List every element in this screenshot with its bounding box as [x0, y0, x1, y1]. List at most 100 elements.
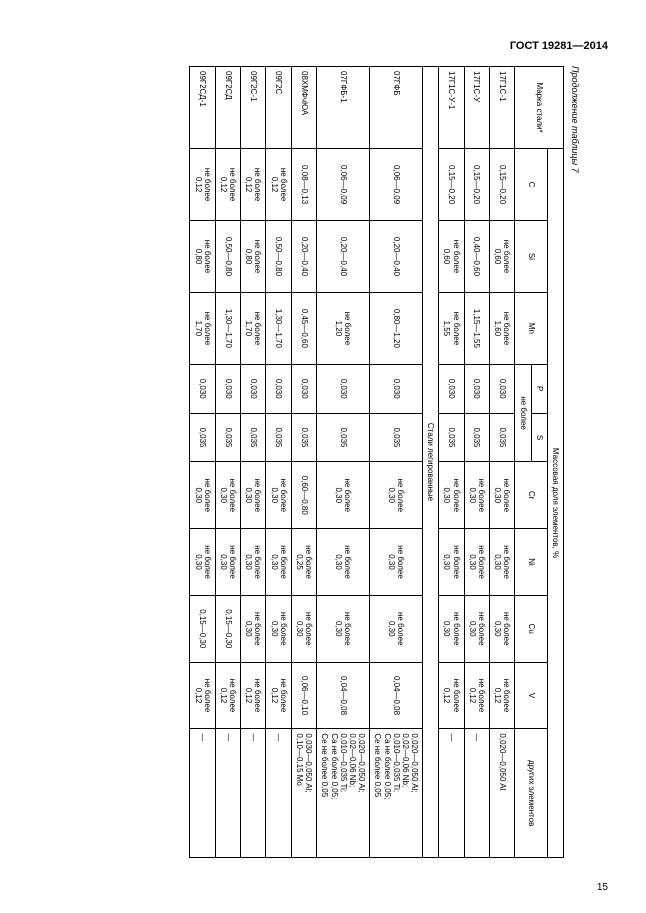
cell-si: 0,20—0,40	[291, 221, 316, 293]
cell-cr: 0,60—0,80	[291, 462, 316, 529]
rotated-content: Продолжение таблицы 7 Марка стали* Массо…	[56, 66, 580, 858]
cell-other: 0,030—0,050 Al;0,10—0,15 Mo	[291, 729, 316, 858]
col-grade: Марка стали*	[515, 67, 564, 149]
cell-p: 0,030	[190, 364, 215, 413]
cell-cu: 0,15—0,30	[215, 595, 240, 662]
cell-ni: не более0,30	[464, 529, 489, 596]
section-title: Стали легированные	[423, 67, 439, 858]
cell-other: —	[439, 729, 464, 858]
cell-si: не более0,80	[190, 221, 215, 293]
cell-cr: не более0,30	[490, 462, 515, 529]
cell-v: не более0,12	[190, 662, 215, 729]
col-cr: Cr	[515, 462, 547, 529]
cell-v: 0,04—0,08	[370, 662, 423, 729]
cell-cu: не более0,30	[490, 595, 515, 662]
table-row: 09Г2С-1не более0,12не более0,80не более1…	[241, 67, 266, 858]
cell-si: не более0,60	[490, 221, 515, 293]
cell-cu: не более0,30	[370, 595, 423, 662]
cell-grade: 07ГФБ-1	[317, 67, 370, 149]
cell-p: 0,030	[291, 364, 316, 413]
cell-mn: не более1,70	[190, 292, 215, 364]
table-row: 09Г2Сне более0,120,50—0,801,30—1,700,030…	[266, 67, 291, 858]
table-header-row-1: Марка стали* Массовая доля элементов, %	[547, 67, 563, 858]
cell-c: 0,08—0,13	[291, 149, 316, 221]
cell-ni: не более0,30	[370, 529, 423, 596]
cell-c: не более0,12	[190, 149, 215, 221]
col-mass-fraction: Массовая доля элементов, %	[547, 149, 563, 858]
cell-p: 0,030	[215, 364, 240, 413]
cell-ni: не более0,30	[439, 529, 464, 596]
cell-c: 0,15—0,20	[439, 149, 464, 221]
table-header-row-2: C Si Mn P S Cr Ni Cu V других элементов	[531, 67, 547, 858]
cell-p: 0,030	[490, 364, 515, 413]
cell-cu: не более0,30	[464, 595, 489, 662]
cell-v: не более0,12	[266, 662, 291, 729]
cell-si: 0,40—0,60	[464, 221, 489, 293]
cell-s: 0,035	[190, 413, 215, 462]
cell-s: 0,035	[370, 413, 423, 462]
cell-c: 0,06—0,09	[317, 149, 370, 221]
cell-mn: не более1,70	[241, 292, 266, 364]
cell-other: —	[241, 729, 266, 858]
cell-other: —	[266, 729, 291, 858]
cell-ni: не более0,25	[291, 529, 316, 596]
col-cu: Cu	[515, 595, 547, 662]
cell-si: 0,50—0,80	[266, 221, 291, 293]
cell-p: 0,030	[317, 364, 370, 413]
table-row: 17Г1С-10,15—0,20не более0,60не более1,60…	[490, 67, 515, 858]
cell-c: 0,06—0,09	[370, 149, 423, 221]
page-number: 15	[597, 882, 608, 893]
cell-mn: 0,45—0,60	[291, 292, 316, 364]
cell-mn: 1,15—1,55	[464, 292, 489, 364]
table-row: 17Г1С-У-10,15—0,20не более0,60не более1,…	[439, 67, 464, 858]
cell-cr: не более0,30	[190, 462, 215, 529]
cell-mn: не более1,55	[439, 292, 464, 364]
page: ГОСТ 19281—2014 Продолжение таблицы 7 Ма…	[0, 0, 646, 913]
cell-s: 0,035	[266, 413, 291, 462]
col-not-more: не более	[515, 364, 531, 462]
cell-other: —	[464, 729, 489, 858]
cell-cu: не более0,30	[241, 595, 266, 662]
cell-c: не более0,12	[241, 149, 266, 221]
cell-grade: 08ХМФчЮА	[291, 67, 316, 149]
table-row: 09Г2СДне более0,120,50—0,801,30—1,700,03…	[215, 67, 240, 858]
cell-mn: не более1,60	[490, 292, 515, 364]
col-s: S	[531, 413, 547, 462]
cell-ni: не более0,30	[266, 529, 291, 596]
cell-cr: не более0,30	[241, 462, 266, 529]
cell-v: не более0,12	[215, 662, 240, 729]
cell-ni: не более0,30	[317, 529, 370, 596]
cell-cu: не более0,30	[317, 595, 370, 662]
cell-s: 0,035	[215, 413, 240, 462]
col-v: V	[515, 662, 547, 729]
cell-s: 0,035	[317, 413, 370, 462]
cell-s: 0,035	[464, 413, 489, 462]
col-si: Si	[515, 221, 547, 293]
cell-cu: не более0,30	[291, 595, 316, 662]
cell-cr: не более0,30	[215, 462, 240, 529]
cell-si: 0,20—0,40	[370, 221, 423, 293]
cell-ni: не более0,30	[215, 529, 240, 596]
cell-s: 0,035	[241, 413, 266, 462]
col-other: других элементов	[515, 729, 547, 858]
cell-v: не более0,12	[439, 662, 464, 729]
cell-other: —	[190, 729, 215, 858]
cell-p: 0,030	[241, 364, 266, 413]
cell-p: 0,030	[464, 364, 489, 413]
cell-other: 0,020—0,050 Al;0,02—0,06 Nb;0,010—0,035 …	[370, 729, 423, 858]
cell-other: 0,020—0,050 Al	[490, 729, 515, 858]
cell-c: не более0,12	[266, 149, 291, 221]
cell-grade: 17Г1С-У	[464, 67, 489, 149]
composition-table: Марка стали* Массовая доля элементов, % …	[189, 66, 564, 858]
cell-cu: не более0,30	[439, 595, 464, 662]
cell-other: —	[215, 729, 240, 858]
cell-v: не более0,12	[241, 662, 266, 729]
cell-c: 0,15—0,20	[464, 149, 489, 221]
table-caption: Продолжение таблицы 7	[570, 66, 580, 858]
cell-grade: 17Г1С-У-1	[439, 67, 464, 149]
cell-cr: не более0,30	[266, 462, 291, 529]
cell-p: 0,030	[370, 364, 423, 413]
cell-cr: не более0,30	[370, 462, 423, 529]
table-row: 17Г1С-У0,15—0,200,40—0,601,15—1,550,0300…	[464, 67, 489, 858]
cell-si: не более0,60	[439, 221, 464, 293]
